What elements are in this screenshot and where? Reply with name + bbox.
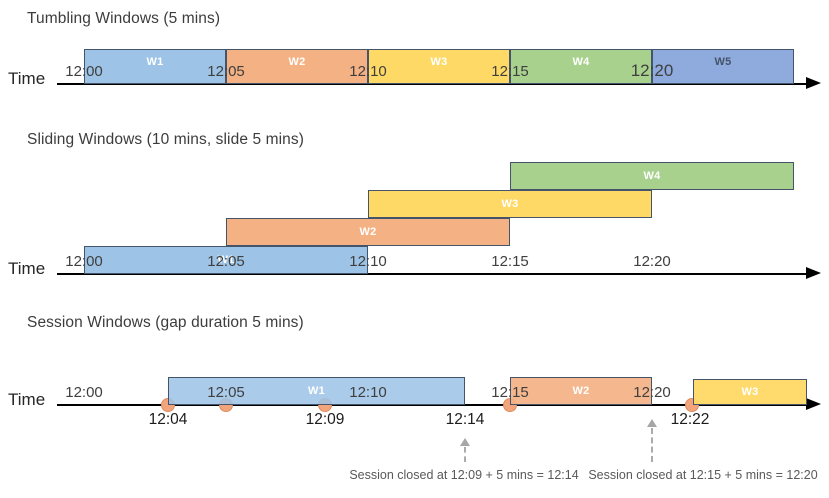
axis-arrowhead-icon [806,398,821,410]
axis-tick-label: 12:20 [633,253,671,270]
axis-tick-label: 12:20 [630,61,674,80]
window-label: W2 [288,56,306,68]
session-time-axis-label: Time [8,390,46,409]
window-label: W4 [572,56,590,68]
axis-tick-label: 12:05 [207,384,245,401]
dashed-arrow-stem [464,447,466,462]
axis-tick-label: 12:15 [491,384,529,401]
axis-tick-label: 12:20 [633,384,671,401]
session-closed-annotation: Session closed at 12:09 + 5 mins = 12:14 [349,468,579,482]
window-box [510,49,652,84]
window-label: W3 [741,386,759,398]
axis-tick-label: 12:15 [491,63,529,80]
axis-tick-label: 12:05 [207,253,245,270]
tumbling-time-axis-label: Time [8,69,46,88]
axis-tick-label: 12:10 [349,384,387,401]
axis-tick-label: 12:00 [65,384,103,401]
session-closed-annotation: Session closed at 12:15 + 5 mins = 12:20 [588,468,818,482]
window-box [510,377,652,405]
sliding-section-title: Sliding Windows (10 mins, slide 5 mins) [27,131,304,148]
window-label: W5 [714,56,732,68]
window-box [226,218,510,246]
window-label: W4 [643,170,661,182]
window-box [368,190,652,218]
axis-tick-label: 12:05 [207,63,245,80]
window-box [368,49,510,84]
window-label: W1 [307,385,326,397]
axis-tick-label: 12:10 [349,63,387,80]
event-time-label: 12:14 [445,411,485,428]
arrow-up-icon [460,438,470,446]
window-box [652,49,794,84]
dashed-arrow-stem [651,428,653,462]
time-axis [57,404,806,407]
window-box [168,377,465,405]
window-box [84,49,226,84]
window-box [84,246,368,274]
window-label: W2 [359,226,377,238]
axis-tick-label: 12:15 [491,253,529,270]
event-time-label: 12:09 [305,411,345,428]
window-label: W3 [430,56,448,68]
axis-tick-label: 12:00 [65,63,103,80]
arrow-up-icon [647,419,657,427]
window-box [226,49,368,84]
window-box [693,379,807,405]
time-axis [57,83,806,86]
window-label: W2 [572,385,590,397]
event-time-label: 12:22 [670,411,710,428]
sliding-time-axis-label: Time [8,259,46,278]
window-box [510,162,794,190]
axis-arrowhead-icon [806,267,821,279]
session-section-title: Session Windows (gap duration 5 mins) [27,314,304,331]
tumbling-section-title: Tumbling Windows (5 mins) [27,10,221,27]
event-time-label: 12:04 [148,411,188,428]
axis-arrowhead-icon [806,77,821,89]
axis-tick-label: 12:10 [349,253,387,270]
window-label: W3 [501,198,519,210]
time-axis [57,273,806,276]
window-label: W1 [217,254,235,266]
window-label: W1 [146,56,164,68]
axis-tick-label: 12:00 [65,253,103,270]
